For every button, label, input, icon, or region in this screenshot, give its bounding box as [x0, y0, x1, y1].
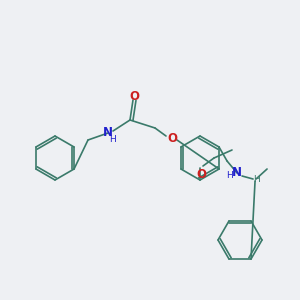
- Text: O: O: [129, 89, 139, 103]
- Text: H: H: [109, 136, 116, 145]
- Text: O: O: [167, 131, 177, 145]
- Text: N: N: [103, 127, 113, 140]
- Text: H: H: [253, 175, 260, 184]
- Text: O: O: [196, 169, 206, 182]
- Text: H: H: [226, 170, 232, 179]
- Text: N: N: [232, 167, 242, 179]
